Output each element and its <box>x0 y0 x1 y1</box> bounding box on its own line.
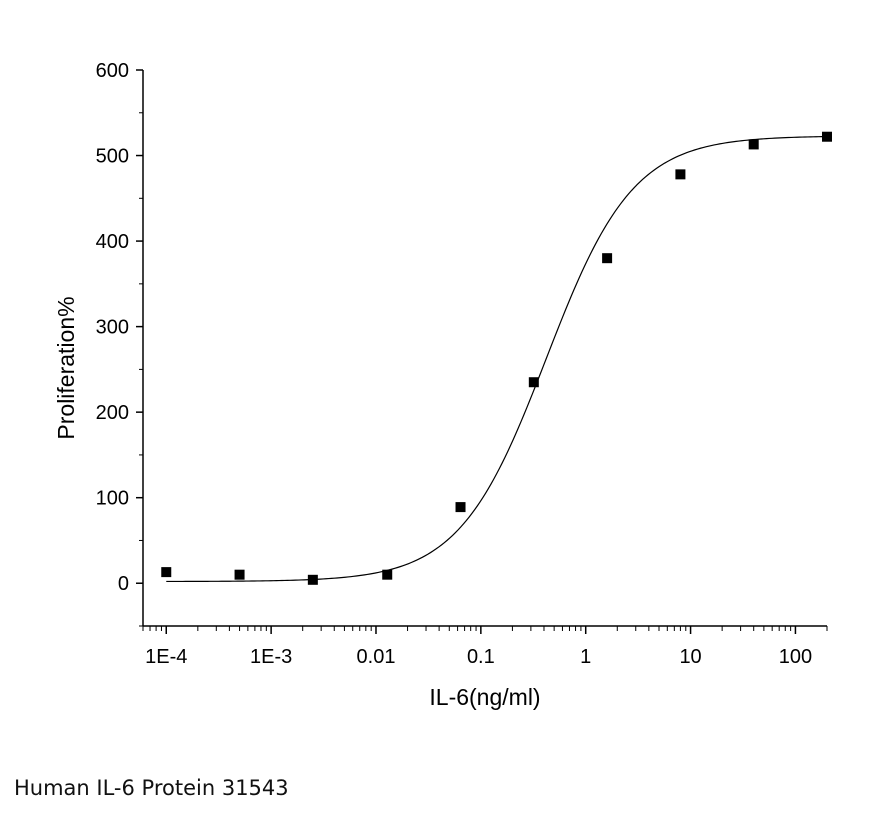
data-point <box>748 139 759 150</box>
x-tick-label: 0.1 <box>467 646 495 668</box>
axes <box>142 70 827 627</box>
y-tick-label: 500 <box>96 146 129 168</box>
x-tick-label: 0.01 <box>357 646 396 668</box>
data-point <box>234 569 245 580</box>
data-point <box>307 574 318 585</box>
x-tick-label: 1E-4 <box>145 646 187 668</box>
data-point <box>602 253 613 264</box>
x-axis-title: IL-6(ng/ml) <box>429 684 540 710</box>
x-tick-label: 100 <box>779 646 812 668</box>
y-tick-label: 200 <box>96 402 129 424</box>
x-tick-label: 10 <box>679 646 701 668</box>
data-point <box>382 569 393 580</box>
data-point <box>455 502 466 513</box>
y-tick-label: 400 <box>96 231 129 253</box>
y-tick-label: 600 <box>96 60 129 82</box>
x-ticks: 1E-4 1E-3 0.01 0.1 1 10 100 <box>142 626 828 668</box>
y-tick-label: 0 <box>118 573 129 595</box>
x-tick-label: 1 <box>580 646 591 668</box>
y-ticks: 0 100 200 300 400 500 600 <box>96 60 143 627</box>
data-point <box>161 567 172 578</box>
y-axis-title: Proliferation% <box>53 296 79 439</box>
figure-caption: Human IL-6 Protein 31543 <box>14 776 289 800</box>
fit-curve <box>166 135 828 583</box>
data-point <box>822 131 832 142</box>
data-points <box>161 131 832 585</box>
data-point <box>675 169 686 180</box>
data-point <box>528 377 539 388</box>
y-tick-label: 100 <box>96 488 129 510</box>
x-tick-label: 1E-3 <box>250 646 292 668</box>
y-tick-label: 300 <box>96 317 129 339</box>
